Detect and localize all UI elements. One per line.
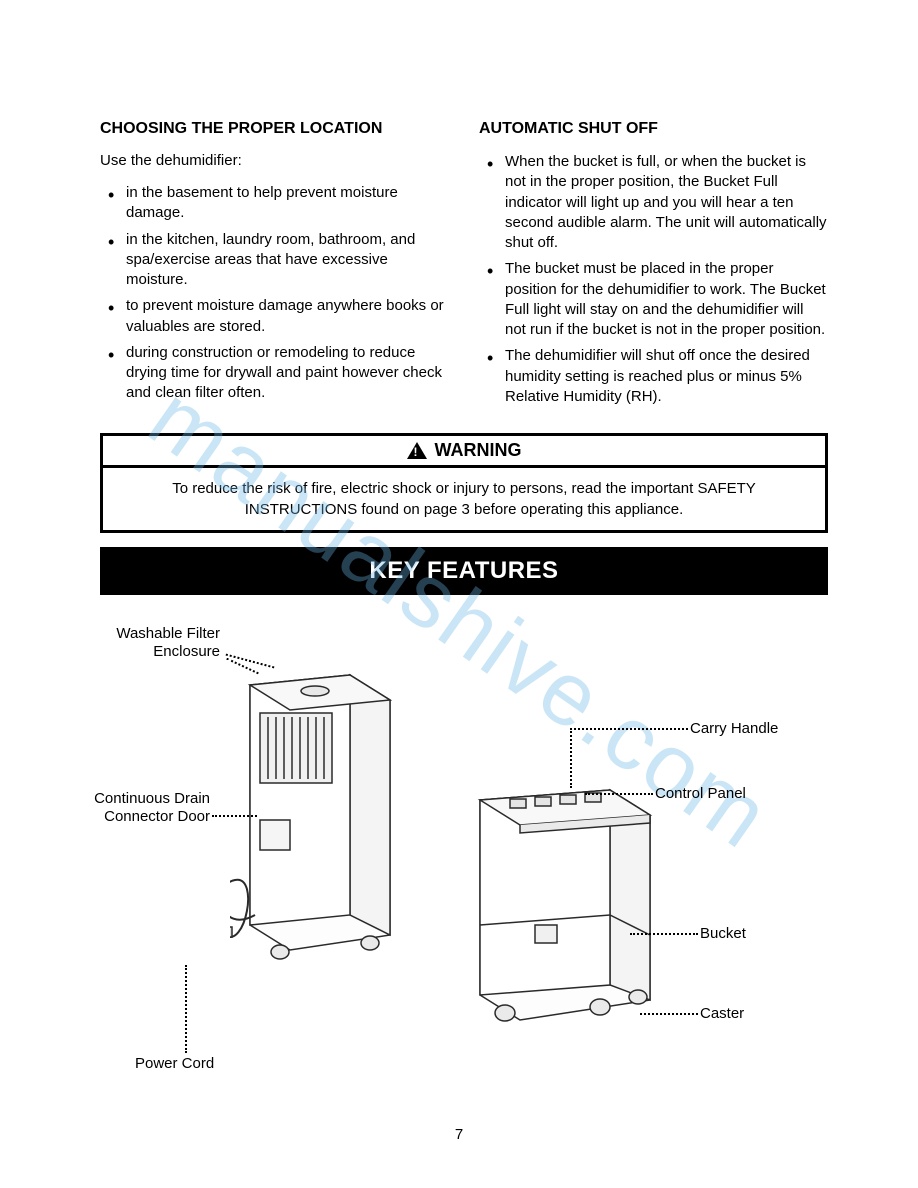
left-bullet-list: in the basement to help prevent moisture… (100, 183, 449, 404)
label-caster: Caster (700, 1005, 744, 1023)
label-bucket: Bucket (700, 925, 746, 943)
page-number: 7 (455, 1126, 463, 1143)
warning-triangle-icon (407, 442, 427, 459)
leader-line (212, 815, 257, 817)
right-bullet-list: When the bucket is full, or when the buc… (479, 152, 828, 407)
label-carry-handle: Carry Handle (690, 720, 778, 738)
warning-box: WARNING To reduce the risk of fire, elec… (100, 433, 828, 533)
two-column-layout: CHOOSING THE PROPER LOCATION Use the deh… (100, 120, 828, 413)
right-heading: AUTOMATIC SHUT OFF (479, 120, 828, 138)
label-continuous-drain: Continuous Drain Connector Door (80, 790, 210, 826)
left-heading: CHOOSING THE PROPER LOCATION (100, 120, 449, 138)
list-item: in the kitchen, laundry room, bathroom, … (108, 230, 449, 291)
list-item: in the basement to help prevent moisture… (108, 183, 449, 224)
list-item: to prevent moisture damage anywhere book… (108, 296, 449, 337)
warning-title: WARNING (435, 440, 522, 461)
key-features-bar: KEY FEATURES (100, 547, 828, 595)
diagram-area: Washable Filter Enclosure Continuous Dra… (100, 625, 828, 1095)
label-control-panel: Control Panel (655, 785, 746, 803)
dehumidifier-front-illustration (460, 775, 660, 1035)
dehumidifier-back-illustration (230, 655, 410, 965)
warning-header: WARNING (103, 436, 825, 468)
leader-line (570, 728, 688, 730)
leader-line (630, 933, 698, 935)
leader-line (570, 728, 572, 788)
leader-line (585, 793, 653, 795)
warning-body: To reduce the risk of fire, electric sho… (103, 468, 825, 530)
label-power-cord: Power Cord (135, 1055, 214, 1073)
list-item: The bucket must be placed in the proper … (487, 259, 828, 340)
list-item: The dehumidifier will shut off once the … (487, 346, 828, 407)
right-column: AUTOMATIC SHUT OFF When the bucket is fu… (479, 120, 828, 413)
list-item: When the bucket is full, or when the buc… (487, 152, 828, 253)
manual-page: manualshive.com CHOOSING THE PROPER LOCA… (0, 0, 918, 1188)
list-item: during construction or remodeling to red… (108, 343, 449, 404)
left-column: CHOOSING THE PROPER LOCATION Use the deh… (100, 120, 449, 413)
left-intro: Use the dehumidifier: (100, 152, 449, 169)
leader-line (185, 965, 187, 1053)
leader-line (640, 1013, 698, 1015)
label-washable-filter: Washable Filter Enclosure (90, 625, 220, 661)
